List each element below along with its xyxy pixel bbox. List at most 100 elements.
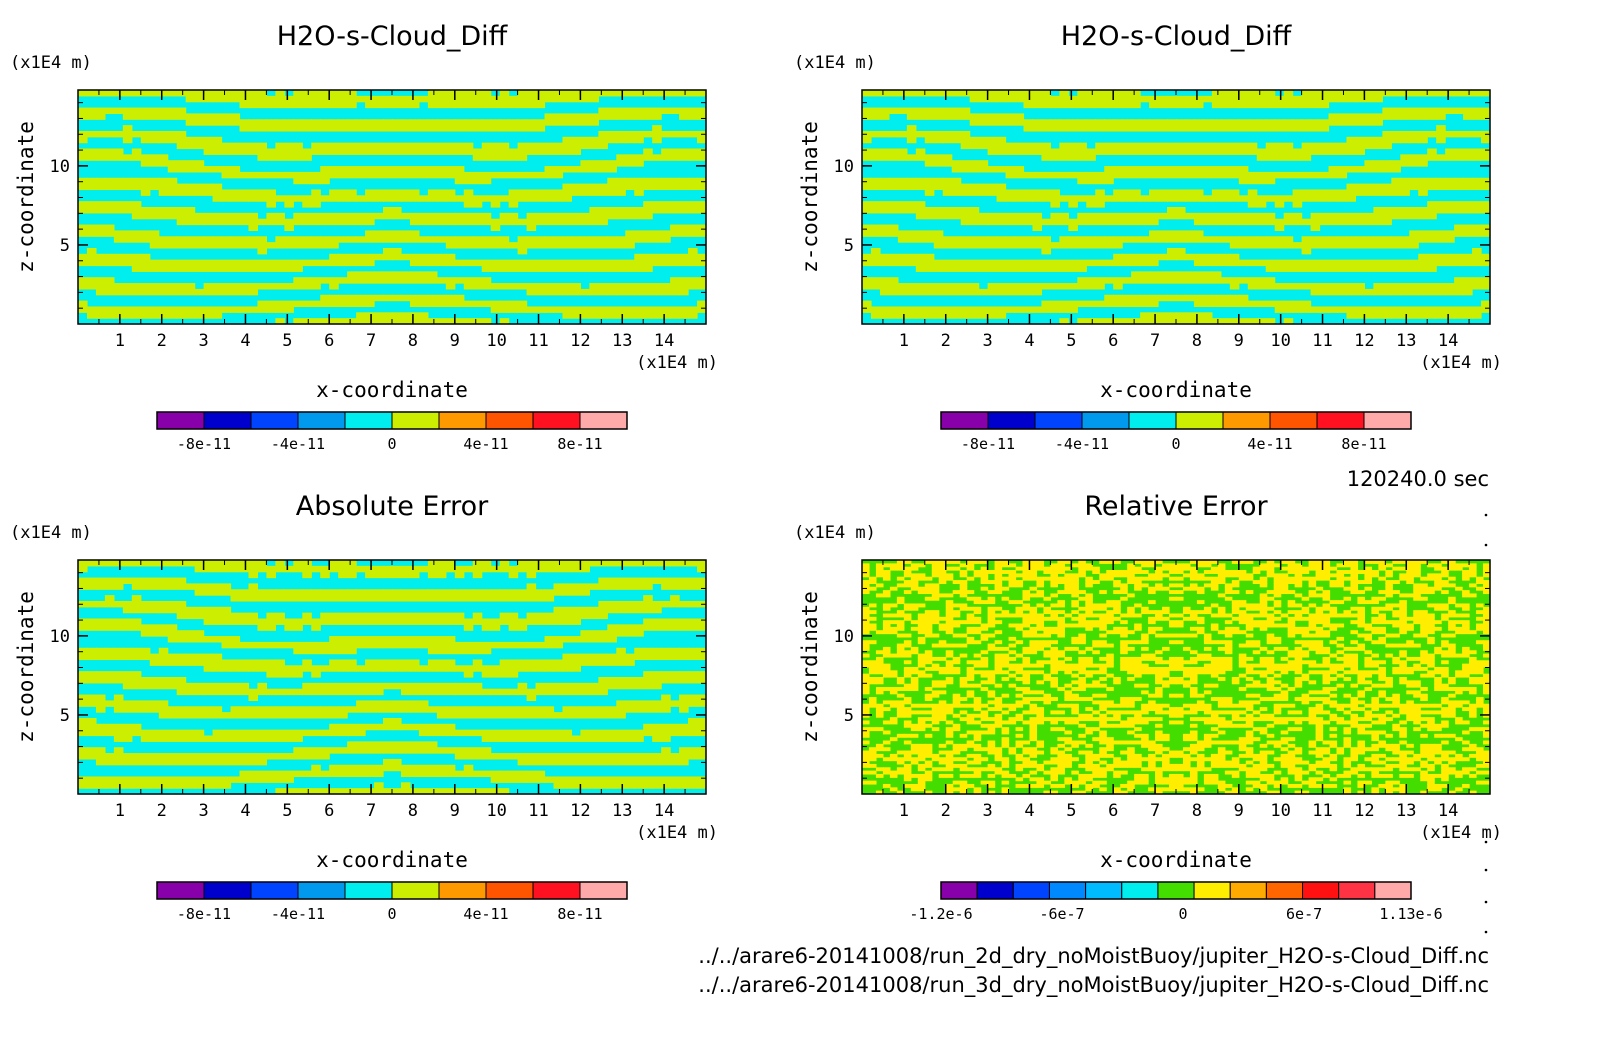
field-cell xyxy=(427,142,438,150)
field-cell xyxy=(1078,570,1086,574)
field-cell xyxy=(266,259,276,267)
field-cell xyxy=(1167,312,1177,319)
field-cell xyxy=(688,653,698,661)
field-cell xyxy=(454,788,465,794)
field-cell xyxy=(1078,563,1086,568)
field-cell xyxy=(1202,125,1213,132)
field-cell xyxy=(924,177,935,185)
field-cell xyxy=(1113,283,1123,290)
field-cell xyxy=(1481,113,1490,120)
field-cell xyxy=(625,776,635,783)
field-cell xyxy=(1202,318,1213,324)
field-cell xyxy=(634,259,644,267)
field-cell xyxy=(1113,277,1123,284)
field-cell xyxy=(257,770,267,778)
field-cell xyxy=(418,271,429,278)
field-cell xyxy=(1391,207,1401,214)
field-cell xyxy=(688,253,698,261)
field-cell xyxy=(960,207,971,214)
field-cell xyxy=(571,589,581,596)
field-cell xyxy=(311,747,321,754)
field-cell xyxy=(78,560,88,567)
field-cell xyxy=(1131,212,1141,220)
field-cell xyxy=(1283,154,1294,161)
field-cell xyxy=(266,624,276,631)
field-cell xyxy=(86,113,97,120)
field-cell xyxy=(239,735,250,742)
field-cell xyxy=(1211,148,1222,155)
field-cell xyxy=(167,735,178,742)
field-cell xyxy=(1445,288,1455,296)
field-cell xyxy=(960,236,971,243)
field-cell xyxy=(481,177,492,185)
field-cell xyxy=(1364,312,1374,319)
field-cell xyxy=(463,283,474,290)
field-cell xyxy=(203,306,214,313)
field-cell xyxy=(1274,148,1285,155)
field-cell xyxy=(167,624,178,631)
field-cell xyxy=(176,130,187,138)
field-cell xyxy=(1337,212,1348,220)
field-cell xyxy=(320,647,330,655)
field-cell xyxy=(544,688,555,696)
field-cell xyxy=(987,242,998,249)
field-cell xyxy=(1077,171,1087,179)
field-cell xyxy=(580,712,590,719)
field-cell xyxy=(1057,563,1065,568)
field-cell xyxy=(562,753,573,760)
field-cell xyxy=(122,647,133,655)
field-cell xyxy=(661,183,671,191)
field-cell xyxy=(445,712,456,719)
field-cell xyxy=(266,618,276,625)
field-cell xyxy=(879,130,890,138)
field-cell xyxy=(526,125,537,132)
field-cell xyxy=(1315,560,1324,564)
field-cell xyxy=(149,630,160,637)
x-tick-label: 6 xyxy=(324,801,334,821)
field-cell xyxy=(1364,166,1374,173)
field-cell xyxy=(1391,312,1401,319)
field-cell xyxy=(1301,242,1312,249)
field-cell xyxy=(526,265,537,272)
field-cell xyxy=(1050,259,1060,267)
field-cell xyxy=(1050,212,1060,220)
field-cell xyxy=(906,207,917,214)
field-cell xyxy=(1454,306,1464,313)
field-cell xyxy=(167,265,178,272)
field-cell xyxy=(616,700,626,707)
field-cell xyxy=(679,230,689,237)
field-cell xyxy=(1373,212,1383,220)
field-cell xyxy=(365,95,375,103)
field-cell xyxy=(1217,576,1226,581)
colorbar-tick-label: 8e-11 xyxy=(557,905,602,923)
field-cell xyxy=(1319,218,1330,226)
field-cell xyxy=(942,177,953,185)
field-cell xyxy=(1041,125,1051,132)
field-cell xyxy=(1041,300,1051,308)
field-cell xyxy=(436,571,447,579)
field-cell xyxy=(365,212,375,220)
field-cell xyxy=(1266,563,1275,568)
field-cell xyxy=(329,706,339,713)
field-cell xyxy=(454,712,465,719)
field-cell xyxy=(418,95,429,103)
field-cell xyxy=(652,671,662,678)
field-cell xyxy=(544,195,555,202)
field-cell xyxy=(670,288,680,296)
field-cell xyxy=(1436,113,1446,120)
field-cell xyxy=(544,659,555,666)
panel-2: 1 2 3 4 5 6 7 8 9 10 11 12 13 14510H2O-s-Cloud_Diff(x… xyxy=(794,21,1502,453)
field-cell xyxy=(347,647,357,655)
field-cell xyxy=(517,125,528,132)
field-cell xyxy=(347,595,357,602)
field-cell xyxy=(176,577,187,584)
field-cell xyxy=(248,618,259,625)
field-cell xyxy=(418,119,429,126)
field-cell xyxy=(194,288,205,296)
field-cell xyxy=(86,677,97,684)
field-cell xyxy=(445,277,456,284)
field-cell xyxy=(266,659,276,666)
field-cell xyxy=(553,612,564,620)
field-cell xyxy=(248,589,259,596)
field-cell xyxy=(230,212,241,220)
